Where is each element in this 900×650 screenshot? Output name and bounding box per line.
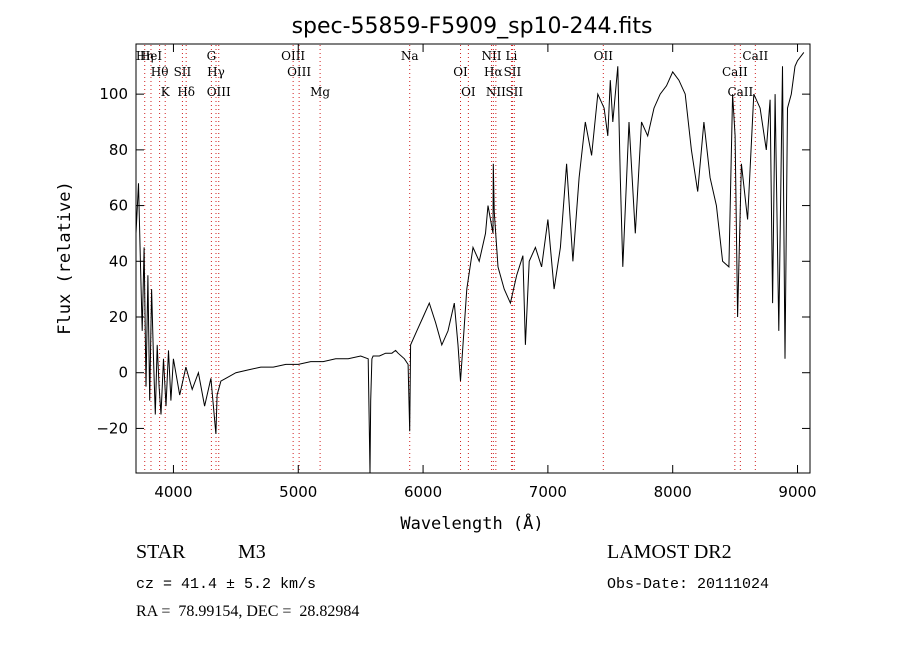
y-tick-label-2: 20 xyxy=(109,308,128,326)
y-tick-label-6: 100 xyxy=(99,85,128,103)
y-tick-label-3: 40 xyxy=(109,252,128,270)
marker-label-23: CaII xyxy=(727,85,753,99)
object-subclass: M3 xyxy=(238,541,266,563)
x-tick-label-0: 4000 xyxy=(154,483,192,501)
marker-label-15: NII xyxy=(481,49,501,63)
x-axis-ticks: 4000 5000 6000 7000 8000 9000 xyxy=(154,44,817,501)
coordinates: RA = 78.99154, DEC = 28.82984 xyxy=(136,603,360,620)
y-tick-label-4: 60 xyxy=(109,197,128,215)
chart-title: spec-55859-F5909_sp10-244.fits xyxy=(292,14,653,39)
x-axis-label: Wavelength (Å) xyxy=(400,512,543,534)
marker-label-5: Hδ xyxy=(177,85,195,99)
marker-label-7: Hγ xyxy=(207,65,225,79)
marker-label-2: K xyxy=(161,85,171,99)
y-tick-label-0: −20 xyxy=(96,419,128,437)
marker-label-13: OI xyxy=(453,65,468,79)
marker-label-22: CaII xyxy=(722,65,748,79)
x-tick-label-5: 9000 xyxy=(778,483,816,501)
emission-line-markers xyxy=(144,45,756,472)
marker-label-11: Mg xyxy=(310,85,330,99)
plot-frame xyxy=(135,43,811,474)
marker-label-17: NII xyxy=(486,85,506,99)
marker-label-4: SII xyxy=(174,65,192,79)
marker-label-14: OI xyxy=(461,85,476,99)
marker-label-19: SII xyxy=(504,65,522,79)
spectrum-series-line xyxy=(135,52,805,474)
x-tick-label-4: 8000 xyxy=(654,483,692,501)
marker-label-9: OIII xyxy=(281,49,305,63)
y-axis-label: Flux (relative) xyxy=(55,181,75,335)
y-axis-ticks: −20 0 20 40 60 80 100 xyxy=(96,85,810,437)
x-tick-label-1: 5000 xyxy=(279,483,317,501)
marker-label-12: Na xyxy=(401,49,419,63)
marker-label-3: HeI xyxy=(140,49,163,63)
marker-label-24: CaII xyxy=(742,49,768,63)
obs-date: Obs-Date: 20111024 xyxy=(607,576,770,593)
y-tick-label-5: 80 xyxy=(109,141,128,159)
marker-label-16: Hα xyxy=(484,65,503,79)
marker-label-18: Li xyxy=(506,49,518,63)
marker-label-0: Hη xyxy=(136,49,154,63)
marker-label-10: OIII xyxy=(287,65,311,79)
marker-label-1: Hθ xyxy=(151,65,169,79)
marker-label-6: G xyxy=(207,49,217,63)
emission-line-labels: Hη Hθ K HeI SII Hδ G Hγ OIII OIII OIII Mg Na OI OI NII H… xyxy=(136,49,769,99)
marker-label-8: OIII xyxy=(207,85,231,99)
survey-name: LAMOST DR2 xyxy=(607,541,732,563)
marker-label-20: SII xyxy=(505,85,523,99)
x-tick-label-2: 6000 xyxy=(404,483,442,501)
x-tick-label-3: 7000 xyxy=(529,483,567,501)
y-tick-label-1: 0 xyxy=(118,364,128,382)
marker-label-21: OII xyxy=(594,49,614,63)
redshift-info: cz = 41.4 ± 5.2 km/s xyxy=(136,576,317,593)
object-type: STAR xyxy=(136,541,186,563)
